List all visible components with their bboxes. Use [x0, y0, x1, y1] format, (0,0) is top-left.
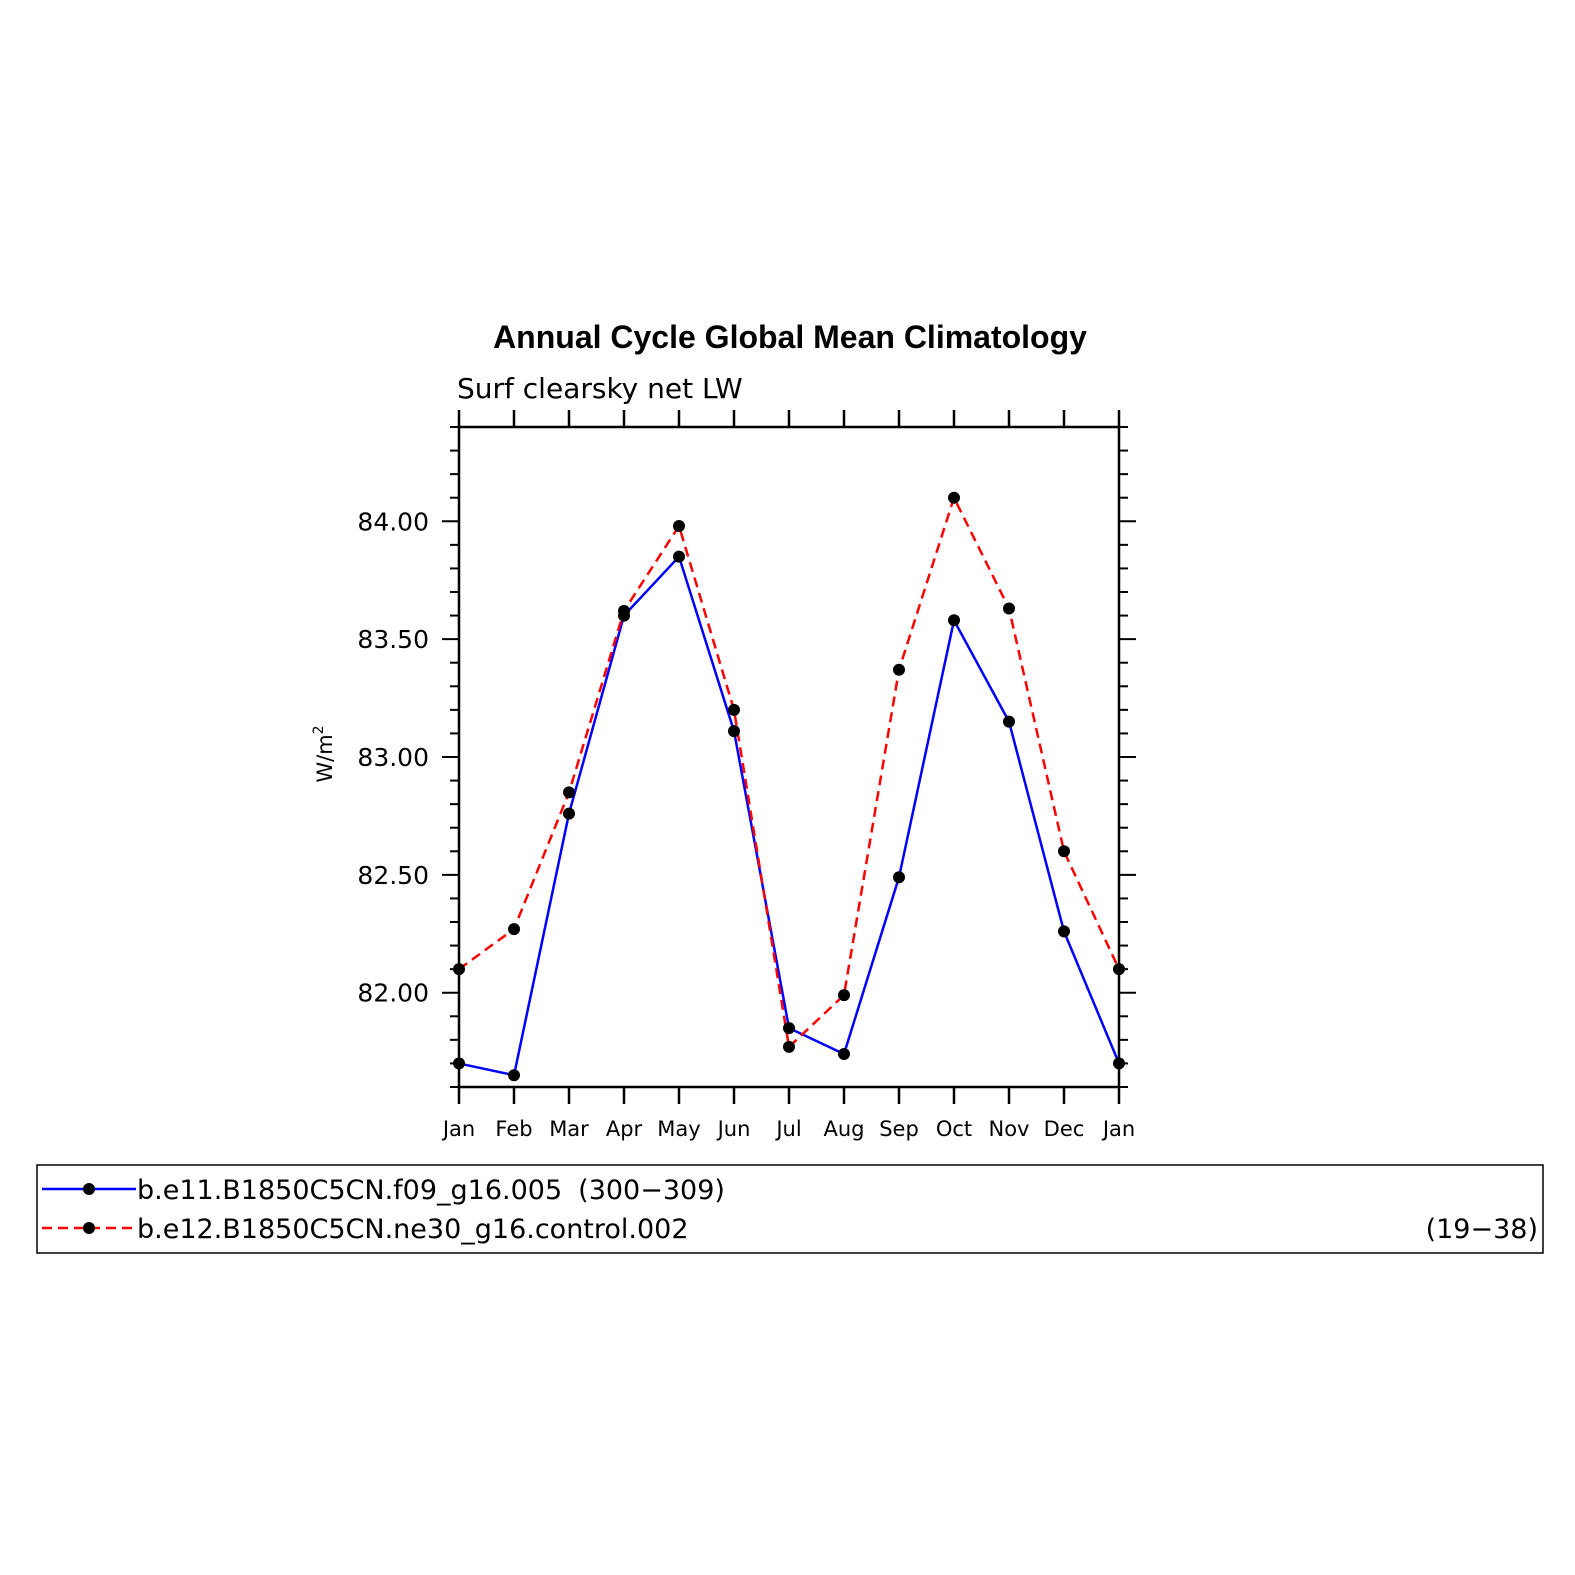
x-tick-label: Oct [936, 1117, 972, 1141]
legend-box [36, 1164, 1544, 1254]
x-tick-label: Apr [606, 1117, 643, 1141]
x-tick-label: May [657, 1117, 700, 1141]
series-2-point [838, 989, 850, 1002]
series-1-point [893, 871, 905, 884]
x-tick-label: Jun [716, 1117, 751, 1141]
x-tick-label: Dec [1044, 1117, 1085, 1141]
series-1-point [728, 725, 740, 738]
y-tick-label: 83.50 [357, 625, 429, 654]
legend: b.e11.B1850C5CN.f09_g16.005 (300−309) b.e1… [36, 1164, 1544, 1254]
series-1-point [1113, 1057, 1125, 1070]
series-2-point [783, 1040, 795, 1053]
chart-title: Annual Cycle Global Mean Climatology [493, 319, 1087, 355]
series-line-2 [458, 494, 1121, 1050]
series-2-point [893, 663, 905, 676]
x-tick-label: Feb [495, 1117, 532, 1141]
y-axis-label: W/m2 [311, 725, 337, 782]
series-1-point [563, 807, 575, 820]
x-tick-label: Nov [989, 1117, 1030, 1141]
series-1-point [453, 1057, 465, 1070]
y-tick-label: 82.50 [357, 861, 429, 890]
series-2-point [1058, 845, 1070, 858]
series-2-point [508, 923, 520, 936]
series-1-point [1058, 925, 1070, 938]
series-2-point [618, 604, 630, 617]
series-1-point [783, 1022, 795, 1035]
series-1-point [948, 614, 960, 627]
series-2-point [563, 786, 575, 799]
y-axis-label-unit: W/m [313, 734, 337, 782]
legend-label-2: b.e12.B1850C5CN.ne30_g16.control.002 [137, 1214, 689, 1245]
series-2-point [1003, 602, 1015, 615]
legend-marker-1 [83, 1183, 95, 1195]
y-axis-label-exponent: 2 [311, 725, 327, 734]
series-2-point [453, 963, 465, 976]
x-tick-label: Sep [879, 1117, 919, 1141]
series-1-point [838, 1048, 850, 1060]
legend-label-1: b.e11.B1850C5CN.f09_g16.005 [137, 1175, 562, 1206]
series-layer [453, 491, 1125, 1082]
legend-years-1: (300−309) [578, 1175, 725, 1206]
x-tick-label: Mar [549, 1117, 589, 1141]
series-2-point [1113, 963, 1125, 976]
x-tick-labels: Jan Feb Mar Apr May Jun Jul Aug Sep Oct Nov Dec Jan [441, 1117, 1135, 1141]
legend-marker-2 [83, 1222, 95, 1234]
series-1-point [1003, 715, 1015, 728]
series-2-point [948, 491, 960, 504]
plot-frame [457, 425, 1121, 1089]
x-tick-label: Jul [774, 1117, 801, 1141]
legend-years-2: (19−38) [1426, 1214, 1538, 1245]
chart-subtitle: Surf clearsky net LW [457, 372, 743, 405]
y-tick-label: 83.00 [357, 743, 429, 772]
x-tick-label: Jan [441, 1117, 475, 1141]
series-line-1 [458, 554, 1121, 1077]
series-1-point [673, 550, 685, 563]
y-tick-label: 84.00 [357, 507, 429, 536]
series-2-point [673, 520, 685, 532]
x-tick-label: Jan [1101, 1117, 1135, 1141]
axis-ticks [442, 410, 1136, 1104]
series-1-point [508, 1069, 520, 1082]
series-2-point [728, 703, 740, 716]
y-tick-label: 82.00 [357, 979, 429, 1008]
y-tick-labels: 82.00 82.50 83.00 83.50 84.00 [357, 507, 429, 1007]
x-tick-label: Aug [823, 1117, 864, 1141]
